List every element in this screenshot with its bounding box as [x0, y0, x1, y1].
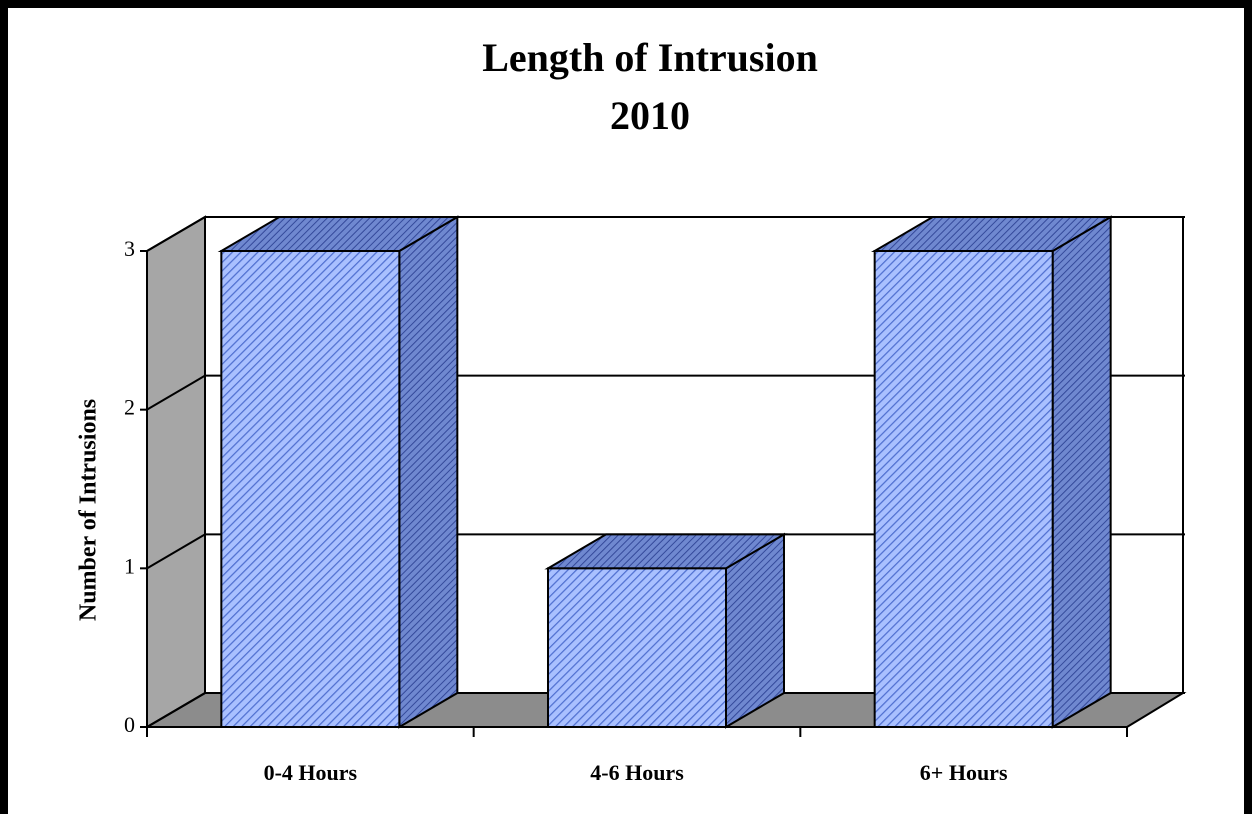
- y-axis-label: Number of Intrusions: [76, 399, 102, 621]
- bar: [870, 215, 1115, 729]
- bar-side: [398, 215, 459, 729]
- bar-front: [220, 250, 401, 728]
- bar-front: [873, 250, 1054, 728]
- y-tick-label: 3: [124, 236, 135, 261]
- x-tick-label: 6+ Hours: [920, 760, 1008, 785]
- x-tick-label: 4-6 Hours: [590, 760, 684, 785]
- grid-line-side: [146, 533, 206, 570]
- grid-line-side: [146, 692, 206, 728]
- grid-line-side: [146, 374, 206, 411]
- chart-title: Length of Intrusion: [482, 35, 818, 80]
- y-tick-label: 1: [124, 553, 135, 578]
- side-wall: [146, 215, 206, 729]
- x-tick-label: 0-4 Hours: [264, 760, 358, 785]
- y-tick-label: 2: [124, 395, 135, 420]
- y-tick-label: 0: [124, 712, 135, 737]
- chart-subtitle: 2010: [610, 93, 690, 138]
- bar: [217, 215, 462, 729]
- bar-front: [547, 567, 727, 728]
- bar-side: [1051, 215, 1112, 729]
- grid-line-side: [146, 216, 206, 252]
- bar: [544, 532, 788, 729]
